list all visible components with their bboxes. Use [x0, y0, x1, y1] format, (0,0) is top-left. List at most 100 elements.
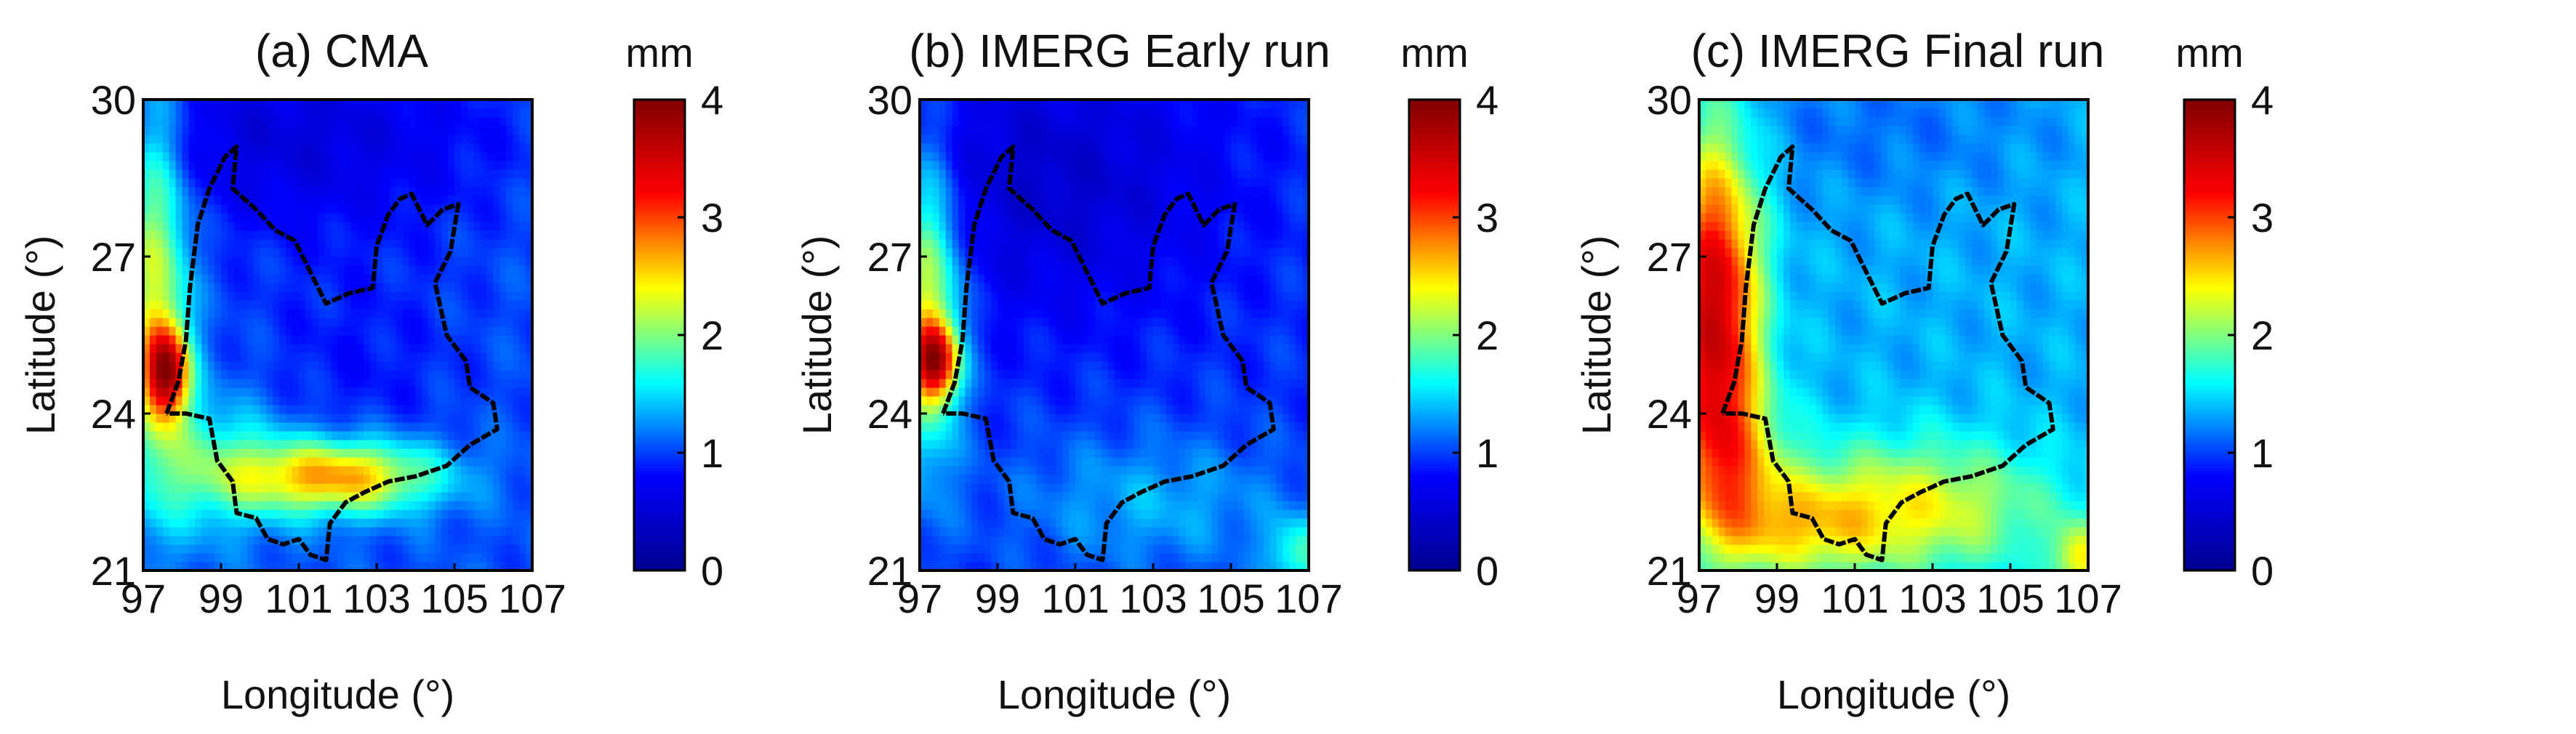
heatmap-cell: [311, 562, 319, 571]
heatmap-cell: [169, 274, 177, 283]
heatmap-cell: [149, 318, 157, 327]
heatmap-cell: [260, 562, 268, 571]
heatmap-cell: [208, 518, 215, 528]
heatmap-cell: [364, 536, 371, 545]
heatmap-cell: [1296, 352, 1303, 362]
heatmap-cell: [1120, 387, 1128, 397]
heatmap-cell: [364, 239, 371, 249]
heatmap-cell: [499, 161, 507, 170]
heatmap-cell: [1049, 544, 1056, 554]
heatmap-cell: [331, 527, 339, 536]
heatmap-cell: [1172, 536, 1180, 545]
heatmap-cell: [208, 405, 215, 414]
heatmap-cell: [364, 431, 371, 440]
heatmap-cell: [952, 553, 960, 562]
heatmap-cell: [246, 483, 254, 493]
heatmap-cell: [188, 326, 196, 336]
heatmap-cell: [221, 457, 228, 467]
heatmap-cell: [526, 440, 533, 449]
heatmap-cell: [435, 195, 442, 205]
heatmap-cell: [467, 152, 475, 161]
y-tick-label: 21: [91, 548, 136, 594]
heatmap-cell: [175, 509, 183, 519]
heatmap-cell: [1101, 396, 1109, 406]
heatmap-cell: [415, 300, 423, 310]
heatmap-cell: [454, 178, 462, 187]
heatmap-cell: [195, 544, 202, 554]
heatmap-cell: [221, 448, 228, 458]
heatmap-cell: [454, 466, 462, 475]
heatmap-cell: [1016, 457, 1024, 467]
heatmap-cell: [214, 544, 222, 554]
heatmap-cell: [240, 475, 248, 484]
heatmap-cell: [370, 422, 377, 432]
heatmap-cell: [350, 414, 358, 423]
heatmap-cell: [240, 562, 248, 571]
heatmap-cell: [169, 318, 177, 327]
heatmap-cell: [337, 326, 345, 336]
heatmap-cell: [1224, 422, 1232, 432]
heatmap-cell: [286, 204, 293, 214]
heatmap-cell: [1120, 492, 1128, 501]
heatmap-cell: [422, 134, 429, 144]
heatmap-cell: [260, 492, 268, 501]
heatmap-cell: [324, 492, 332, 501]
heatmap-cell: [428, 100, 436, 109]
heatmap-cell: [480, 448, 488, 458]
heatmap-cell: [519, 117, 526, 126]
heatmap-cell: [227, 562, 235, 571]
heatmap-cell: [1237, 361, 1245, 371]
heatmap-cell: [149, 379, 157, 388]
heatmap-cell: [240, 466, 248, 475]
heatmap-cell: [945, 527, 953, 536]
heatmap-cell: [337, 422, 345, 432]
heatmap-cell: [350, 213, 358, 222]
heatmap-cell: [1023, 414, 1031, 423]
heatmap-cell: [201, 553, 209, 562]
heatmap-cell: [221, 309, 228, 318]
heatmap-cell: [162, 527, 170, 536]
heatmap-cell: [945, 361, 953, 371]
heatmap-cell: [932, 379, 940, 388]
heatmap-cell: [396, 405, 404, 414]
heatmap-cell: [473, 309, 481, 318]
heatmap-cell: [377, 414, 384, 423]
heatmap-cell: [246, 187, 254, 196]
heatmap-cell: [952, 492, 960, 501]
heatmap-cell: [460, 536, 468, 545]
heatmap-cell: [467, 361, 475, 371]
heatmap-cell: [435, 239, 442, 249]
heatmap-cell: [473, 344, 481, 353]
heatmap-cell: [305, 257, 313, 266]
heatmap-cell: [952, 405, 960, 414]
heatmap-cell: [435, 283, 442, 292]
heatmap-cell: [1165, 387, 1173, 397]
heatmap-cell: [337, 405, 345, 414]
heatmap-cell: [409, 492, 417, 501]
heatmap-cell: [318, 126, 326, 135]
heatmap-cell: [1224, 501, 1232, 510]
heatmap-cell: [279, 527, 286, 536]
heatmap-cell: [396, 414, 404, 423]
heatmap-cell: [156, 405, 164, 414]
heatmap-cell: [473, 448, 481, 458]
heatmap-cell: [396, 440, 404, 449]
heatmap-cell: [350, 457, 358, 467]
heatmap-cell: [473, 178, 481, 187]
heatmap-cell: [318, 422, 326, 432]
heatmap-cell: [233, 309, 241, 318]
heatmap-cell: [473, 169, 481, 179]
heatmap-cell: [1023, 483, 1031, 493]
heatmap-cell: [1192, 387, 1200, 397]
heatmap-cell: [473, 405, 481, 414]
heatmap-cell: [299, 161, 306, 170]
heatmap-cell: [1049, 396, 1056, 406]
heatmap-cell: [227, 361, 235, 371]
heatmap-cell: [311, 422, 319, 432]
heatmap-cell: [382, 143, 390, 153]
heatmap-cell: [526, 457, 533, 467]
heatmap-cell: [389, 448, 397, 458]
heatmap-cell: [1224, 370, 1232, 379]
heatmap-cell: [311, 213, 319, 222]
heatmap-cell: [971, 370, 979, 379]
